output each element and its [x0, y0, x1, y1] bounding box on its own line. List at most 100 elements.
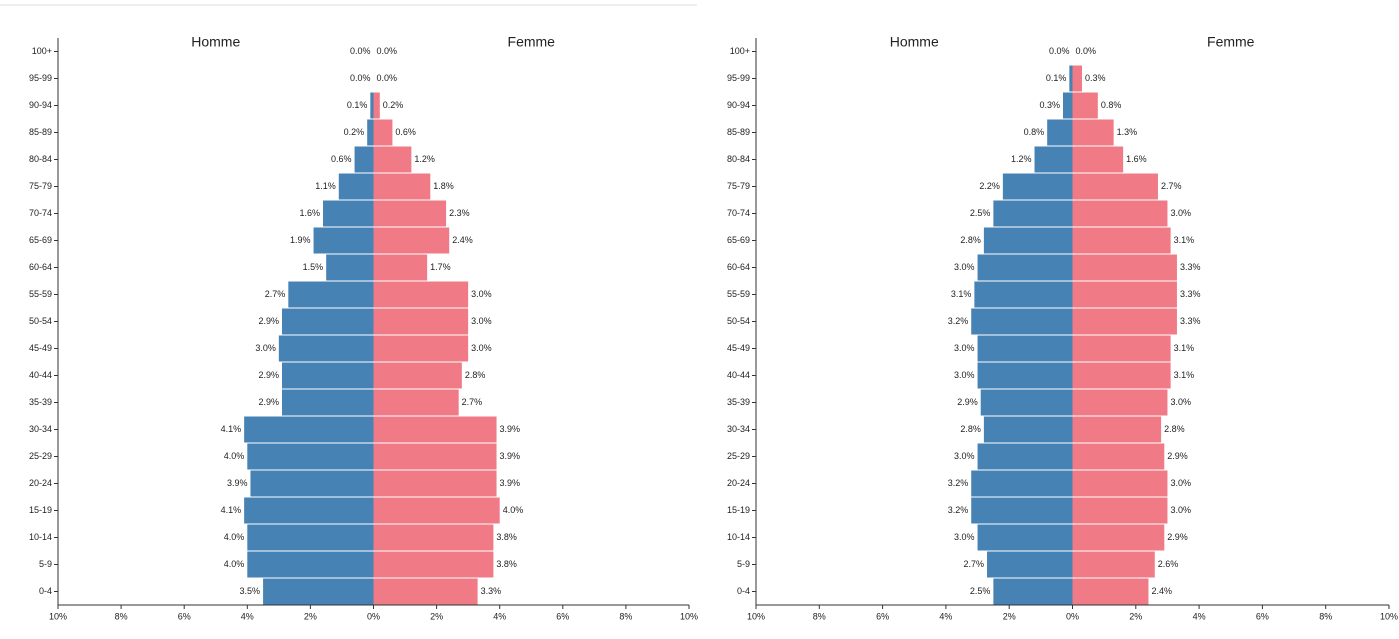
x-tick-label: 8%: [619, 611, 632, 621]
y-tick-label: 5-9: [737, 559, 750, 569]
y-tick-label: 15-19: [727, 505, 750, 515]
y-tick-label: 10-14: [29, 532, 52, 542]
value-label: 0.6%: [395, 127, 416, 137]
value-label: 3.5%: [240, 586, 261, 596]
y-tick-label: 25-29: [727, 451, 750, 461]
bar: [1072, 227, 1171, 254]
value-label: 1.1%: [315, 181, 336, 191]
value-label: 3.0%: [954, 370, 975, 380]
y-tick-label: 65-69: [727, 235, 750, 245]
bar: [1002, 173, 1073, 200]
value-label: 0.3%: [1039, 100, 1060, 110]
value-label: 0.0%: [1076, 46, 1097, 56]
value-label: 2.9%: [1167, 451, 1188, 461]
y-tick-label: 10-14: [727, 532, 750, 542]
value-label: 0.0%: [1049, 46, 1070, 56]
bar: [247, 443, 374, 470]
bar: [1072, 416, 1162, 443]
y-tick-label: 20-24: [727, 478, 750, 488]
value-label: 0.8%: [1024, 127, 1045, 137]
value-label: 3.0%: [471, 316, 492, 326]
bar: [373, 281, 469, 308]
bar: [373, 335, 469, 362]
value-label: 3.3%: [1180, 316, 1201, 326]
value-label: 2.9%: [258, 316, 279, 326]
bar: [977, 254, 1073, 281]
x-tick-label: 8%: [1319, 611, 1332, 621]
y-tick-label: 50-54: [727, 316, 750, 326]
value-label: 2.7%: [1161, 181, 1182, 191]
bar: [250, 470, 374, 497]
value-label: 3.0%: [954, 262, 975, 272]
x-tick-label: 8%: [813, 611, 826, 621]
bar: [373, 551, 494, 578]
value-label: 0.2%: [344, 127, 365, 137]
legend-label: Femme: [1207, 34, 1255, 50]
legend-label: Homme: [191, 34, 240, 50]
bar: [1047, 119, 1073, 146]
bar: [1034, 146, 1073, 173]
bar: [1072, 443, 1165, 470]
value-label: 2.9%: [1167, 532, 1188, 542]
value-label: 0.0%: [350, 46, 371, 56]
value-label: 1.8%: [433, 181, 454, 191]
y-tick-label: 45-49: [29, 343, 52, 353]
y-tick-label: 50-54: [29, 316, 52, 326]
value-label: 4.0%: [224, 451, 245, 461]
bar: [977, 443, 1073, 470]
bar: [983, 416, 1073, 443]
value-label: 3.1%: [1174, 370, 1195, 380]
x-tick-label: 4%: [241, 611, 254, 621]
x-tick-label: 10%: [49, 611, 67, 621]
value-label: 3.8%: [496, 559, 517, 569]
value-label: 2.7%: [265, 289, 286, 299]
bar: [1072, 254, 1177, 281]
x-tick-label: 6%: [876, 611, 889, 621]
value-label: 3.0%: [471, 289, 492, 299]
value-label: 3.1%: [1174, 235, 1195, 245]
y-tick-label: 95-99: [727, 73, 750, 83]
bar: [1072, 119, 1114, 146]
value-label: 2.7%: [964, 559, 985, 569]
value-label: 3.9%: [500, 478, 521, 488]
y-tick-label: 35-39: [727, 397, 750, 407]
value-label: 4.1%: [221, 424, 242, 434]
value-label: 1.6%: [1126, 154, 1147, 164]
value-label: 3.9%: [500, 451, 521, 461]
x-tick-label: 10%: [680, 611, 698, 621]
value-label: 3.3%: [481, 586, 502, 596]
value-label: 2.5%: [970, 586, 991, 596]
y-tick-label: 40-44: [727, 370, 750, 380]
value-label: 3.0%: [954, 451, 975, 461]
value-label: 1.3%: [1117, 127, 1138, 137]
bar: [373, 200, 447, 227]
bar: [323, 200, 374, 227]
value-label: 3.1%: [1174, 343, 1195, 353]
x-tick-label: 4%: [1193, 611, 1206, 621]
y-tick-label: 90-94: [29, 100, 52, 110]
y-tick-label: 65-69: [29, 235, 52, 245]
y-tick-label: 40-44: [29, 370, 52, 380]
y-tick-label: 30-34: [29, 424, 52, 434]
value-label: 3.0%: [954, 343, 975, 353]
bar: [373, 389, 459, 416]
x-tick-label: 0%: [367, 611, 380, 621]
y-tick-label: 90-94: [727, 100, 750, 110]
y-tick-label: 80-84: [727, 154, 750, 164]
value-label: 2.4%: [1151, 586, 1172, 596]
value-label: 0.0%: [350, 73, 371, 83]
bar: [977, 335, 1073, 362]
y-tick-label: 100+: [730, 46, 750, 56]
bar: [1072, 200, 1168, 227]
value-label: 2.2%: [979, 181, 1000, 191]
value-label: 3.9%: [500, 424, 521, 434]
bar: [971, 470, 1073, 497]
value-label: 1.2%: [414, 154, 435, 164]
value-label: 1.6%: [300, 208, 321, 218]
bar: [1072, 173, 1158, 200]
value-label: 4.0%: [224, 532, 245, 542]
bar: [244, 497, 374, 524]
value-label: 3.0%: [1170, 397, 1191, 407]
y-tick-label: 55-59: [727, 289, 750, 299]
y-tick-label: 95-99: [29, 73, 52, 83]
